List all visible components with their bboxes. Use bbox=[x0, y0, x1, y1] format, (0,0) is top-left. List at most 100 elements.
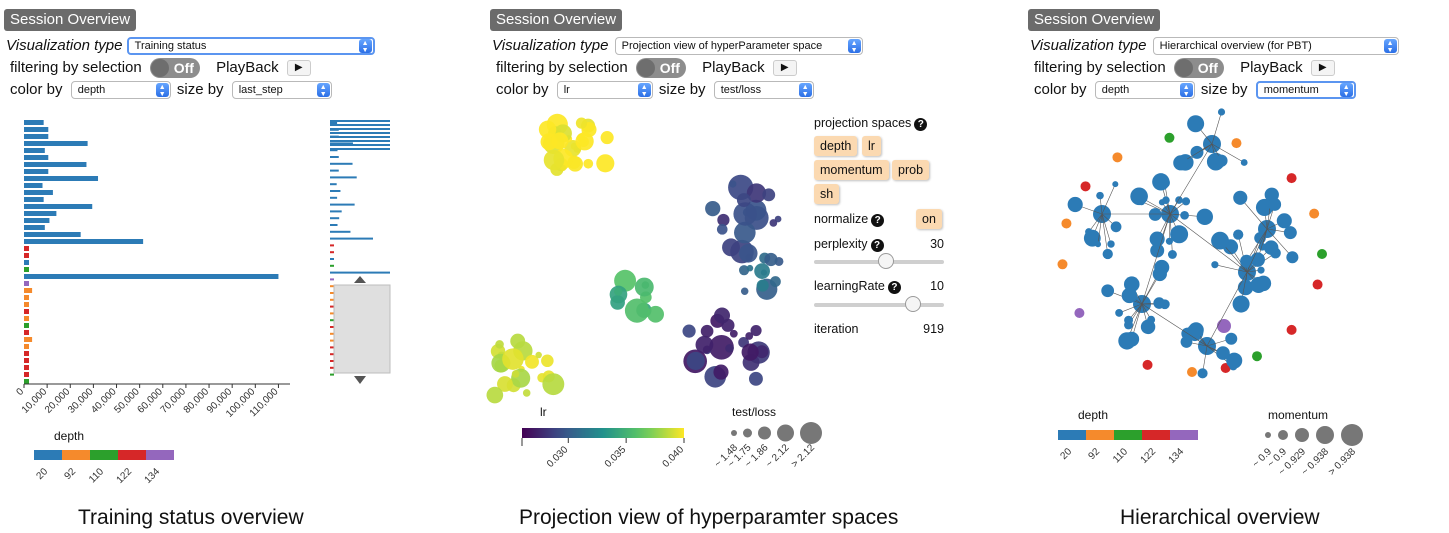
chip-prob[interactable]: prob bbox=[892, 160, 930, 180]
legend-label: 110 bbox=[1111, 446, 1130, 465]
bar bbox=[24, 120, 44, 125]
overview-bar bbox=[330, 169, 339, 172]
projection-scatter[interactable] bbox=[486, 108, 820, 408]
edge bbox=[1206, 271, 1248, 347]
play-button[interactable]: ▶ bbox=[772, 60, 797, 77]
bar bbox=[24, 162, 87, 167]
play-button[interactable]: ▶ bbox=[1310, 60, 1335, 77]
size-by-select[interactable]: last_step ▲ ▼ bbox=[231, 81, 332, 100]
overview-bar bbox=[330, 292, 334, 294]
point bbox=[756, 279, 769, 292]
toggle-knob bbox=[150, 59, 169, 78]
color-size-row: color by lr ▲ ▼ size by test/loss ▲ ▼ bbox=[496, 80, 814, 100]
node bbox=[1181, 197, 1191, 206]
node bbox=[1317, 249, 1327, 259]
point bbox=[739, 265, 750, 276]
size-legend-circle bbox=[743, 428, 752, 438]
node bbox=[1257, 266, 1265, 274]
size-legend-label: > 2.12 bbox=[789, 442, 817, 470]
point bbox=[746, 264, 754, 272]
edge bbox=[1266, 228, 1293, 258]
play-icon: ▶ bbox=[1318, 62, 1327, 74]
bar bbox=[24, 274, 279, 279]
playback-label: PlayBack bbox=[1240, 59, 1303, 77]
overview-bar bbox=[330, 360, 334, 362]
overview-bar bbox=[330, 258, 334, 260]
point bbox=[495, 340, 504, 349]
edge bbox=[1169, 213, 1171, 242]
point bbox=[746, 183, 767, 203]
node bbox=[1130, 187, 1148, 206]
node bbox=[1286, 251, 1299, 264]
legend-swatch bbox=[1114, 430, 1142, 440]
chip-depth[interactable]: depth bbox=[814, 136, 858, 156]
vis-type-select[interactable]: Hierarchical overview (for PBT) ▲ ▼ bbox=[1152, 37, 1399, 56]
chip-lr[interactable]: lr bbox=[862, 136, 881, 156]
node bbox=[1147, 315, 1156, 324]
color-by-select[interactable]: lr ▲ ▼ bbox=[556, 81, 653, 100]
overview-bar bbox=[330, 132, 390, 134]
normalize-toggle[interactable]: on bbox=[916, 209, 942, 229]
vis-type-select[interactable]: Training status ▲ ▼ bbox=[126, 37, 375, 56]
overview-bar bbox=[330, 366, 334, 369]
question-icon[interactable]: ? bbox=[887, 281, 901, 294]
node bbox=[1240, 254, 1253, 268]
bar bbox=[24, 330, 29, 335]
size-legend-label: > 0.938 bbox=[1327, 446, 1359, 478]
edge bbox=[1169, 213, 1248, 273]
brush-window bbox=[333, 284, 391, 374]
dropdown-arrow-icon: ▲ ▼ bbox=[637, 83, 651, 98]
bar bbox=[24, 155, 49, 160]
node bbox=[1173, 155, 1189, 171]
legend-label: 134 bbox=[1167, 446, 1187, 466]
size-legend-title: test/loss bbox=[732, 405, 776, 419]
filter-toggle[interactable]: Off bbox=[635, 58, 686, 79]
size-by-select[interactable]: momentum ▲ ▼ bbox=[1255, 81, 1356, 100]
overview-bar bbox=[330, 224, 338, 226]
question-icon[interactable]: ? bbox=[870, 239, 884, 252]
vis-type-select[interactable]: Projection view of hyperParameter space … bbox=[614, 37, 863, 56]
point bbox=[510, 333, 526, 349]
play-icon: ▶ bbox=[294, 62, 303, 74]
node bbox=[1216, 346, 1230, 360]
node bbox=[1217, 319, 1231, 333]
node bbox=[1240, 159, 1248, 166]
point bbox=[686, 351, 705, 371]
node bbox=[1152, 266, 1167, 282]
size-legend-circle bbox=[1278, 430, 1288, 440]
bar bbox=[24, 323, 29, 328]
perplexity-slider[interactable] bbox=[814, 253, 944, 269]
legend-swatch bbox=[118, 450, 146, 460]
bar bbox=[24, 239, 144, 244]
node bbox=[1102, 248, 1113, 260]
slider-thumb[interactable] bbox=[904, 296, 921, 312]
size-by-value: momentum bbox=[1263, 84, 1319, 97]
play-button[interactable]: ▶ bbox=[286, 60, 311, 77]
node bbox=[1252, 351, 1262, 362]
color-legend-title: depth bbox=[1078, 408, 1108, 422]
question-icon[interactable]: ? bbox=[871, 214, 885, 227]
point bbox=[575, 117, 588, 129]
point bbox=[714, 307, 731, 324]
question-icon[interactable]: ? bbox=[914, 118, 928, 131]
color-by-select[interactable]: depth ▲ ▼ bbox=[70, 81, 171, 100]
filter-toggle[interactable]: Off bbox=[149, 58, 200, 79]
vis-type-value: Projection view of hyperParameter space bbox=[621, 40, 823, 53]
hierarchical-network[interactable] bbox=[1042, 108, 1342, 384]
bar bbox=[24, 253, 29, 258]
legend-label: 20 bbox=[34, 466, 50, 482]
point bbox=[725, 344, 734, 353]
size-by-select[interactable]: test/loss ▲ ▼ bbox=[713, 81, 814, 100]
session-overview-title: Session Overview bbox=[4, 9, 137, 31]
chip-momentum[interactable]: momentum bbox=[814, 160, 889, 180]
point bbox=[736, 193, 751, 208]
vis-type-label: Visualization type bbox=[1030, 37, 1147, 55]
chip-sh[interactable]: sh bbox=[814, 184, 840, 204]
overview-bar bbox=[330, 305, 334, 308]
x-tick-label: 0 bbox=[14, 386, 26, 398]
filter-toggle[interactable]: Off bbox=[1173, 58, 1224, 79]
color-by-select[interactable]: depth ▲ ▼ bbox=[1094, 81, 1195, 100]
ramp-tick-label: 0.040 bbox=[661, 444, 687, 470]
slider-thumb[interactable] bbox=[877, 253, 894, 269]
learning-rate-slider[interactable] bbox=[814, 296, 944, 312]
